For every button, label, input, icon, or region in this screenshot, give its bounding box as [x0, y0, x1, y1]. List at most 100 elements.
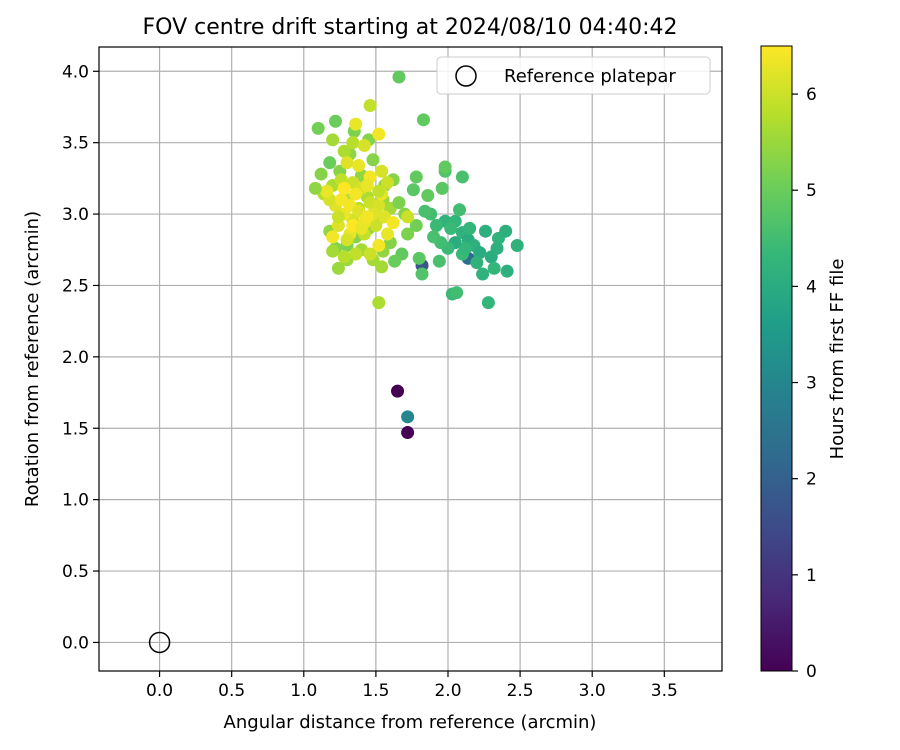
colorbar-tick-label: 2 [806, 470, 817, 490]
x-tick-label: 1.5 [362, 681, 389, 701]
scatter-point [380, 227, 394, 241]
scatter-point [349, 247, 363, 261]
scatter-point [499, 224, 513, 238]
scatter-point [401, 410, 415, 424]
legend: Reference platepar [436, 56, 711, 95]
scatter-point [406, 183, 420, 197]
scatter-point [490, 241, 504, 255]
colorbar-tick-label: 6 [806, 85, 817, 105]
scatter-point [421, 189, 435, 203]
scatter-point [326, 230, 340, 244]
scatter-point [334, 193, 348, 207]
plot-frame [98, 46, 723, 672]
colorbar-tick-label: 3 [806, 374, 817, 394]
scatter-point [487, 261, 501, 275]
x-tick-label: 2.5 [507, 681, 534, 701]
scatter-point [360, 179, 374, 193]
x-tick-label: 3.5 [651, 681, 678, 701]
x-axis-ticks: 0.0 0.5 1.0 1.5 2.0 2.5 3.0 3.5 [146, 671, 678, 701]
colorbar-tick-label: 0 [806, 662, 817, 682]
scatter-point [349, 117, 363, 131]
scatter-point [363, 247, 377, 261]
scatter-point [429, 218, 443, 232]
scatter-point [366, 153, 380, 167]
y-tick-label: 1.0 [62, 491, 89, 511]
scatter-point [354, 221, 368, 235]
scatter-point [349, 187, 363, 201]
scatter-point [438, 160, 452, 174]
scatter-point [329, 114, 343, 128]
scatter-point [444, 221, 458, 235]
legend-entry-label: Reference platepar [504, 66, 676, 87]
scatter-point [391, 384, 405, 398]
scatter-point [401, 426, 415, 440]
y-tick-label: 0.5 [62, 562, 89, 582]
scatter-point [363, 99, 377, 113]
scatter-point [369, 218, 383, 232]
scatter-point [435, 181, 449, 195]
scatter-point [357, 139, 371, 153]
scatter-point [473, 246, 487, 260]
y-tick-label: 2.0 [62, 348, 89, 368]
scatter-point [346, 136, 360, 150]
y-tick-label: 3.0 [62, 205, 89, 225]
scatter-point [326, 244, 340, 258]
y-tick-label: 0.0 [62, 633, 89, 653]
colorbar-label: Hours from first FF file [827, 259, 848, 460]
scatter-point [453, 203, 467, 217]
grid-lines [99, 47, 722, 671]
scatter-point [388, 254, 402, 268]
scatter-point [415, 267, 429, 281]
colorbar-tick-label: 5 [806, 181, 817, 201]
y-axis-label: Rotation from reference (arcmin) [22, 211, 43, 507]
scatter-point [412, 251, 426, 265]
scatter-point [326, 133, 340, 147]
scatter-point [392, 196, 406, 210]
reference-platepar-marker [148, 631, 171, 654]
colorbar [760, 45, 793, 672]
legend-marker-icon [455, 65, 477, 87]
scatter-point [323, 156, 337, 170]
colorbar-tick-label: 1 [806, 566, 817, 586]
scatter-point [340, 233, 354, 247]
scatter-point [401, 227, 415, 241]
y-axis-ticks: 0.0 0.5 1.0 1.5 2.0 2.5 3.0 3.5 4.0 [62, 62, 99, 653]
scatter-point [352, 159, 366, 173]
x-tick-label: 1.0 [290, 681, 317, 701]
data-points [308, 70, 524, 440]
scatter-point [416, 113, 430, 127]
scatter-point [470, 256, 484, 270]
scatter-point [500, 264, 514, 278]
scatter-point [308, 181, 322, 195]
scatter-point [375, 164, 389, 178]
y-tick-label: 2.5 [62, 276, 89, 296]
scatter-point [337, 181, 351, 195]
scatter-point [337, 144, 351, 158]
scatter-point [340, 156, 354, 170]
scatter-point [401, 210, 415, 224]
scatter-point [458, 241, 472, 255]
scatter-point [432, 254, 446, 268]
scatter-point [455, 170, 469, 184]
colorbar-tick-label: 4 [806, 277, 817, 297]
scatter-point [478, 224, 492, 238]
colorbar-ticks: 0 1 2 3 4 5 6 [792, 85, 817, 682]
scatter-point [320, 184, 334, 198]
scatter-point [386, 216, 400, 230]
scatter-point [409, 170, 423, 184]
scatter-point [314, 167, 328, 181]
scatter-point [380, 176, 394, 190]
scatter-point [331, 261, 345, 275]
x-axis-label: Angular distance from reference (arcmin) [224, 712, 597, 733]
y-tick-label: 1.5 [62, 419, 89, 439]
scatter-point [476, 267, 490, 281]
scatter-point [418, 204, 432, 218]
scatter-point [481, 296, 495, 310]
scatter-point [510, 238, 524, 252]
scatter-point [427, 230, 441, 244]
scatter-point [311, 121, 325, 135]
scatter-point [463, 221, 477, 235]
scatter-point [372, 296, 386, 310]
x-tick-label: 0.0 [146, 681, 173, 701]
